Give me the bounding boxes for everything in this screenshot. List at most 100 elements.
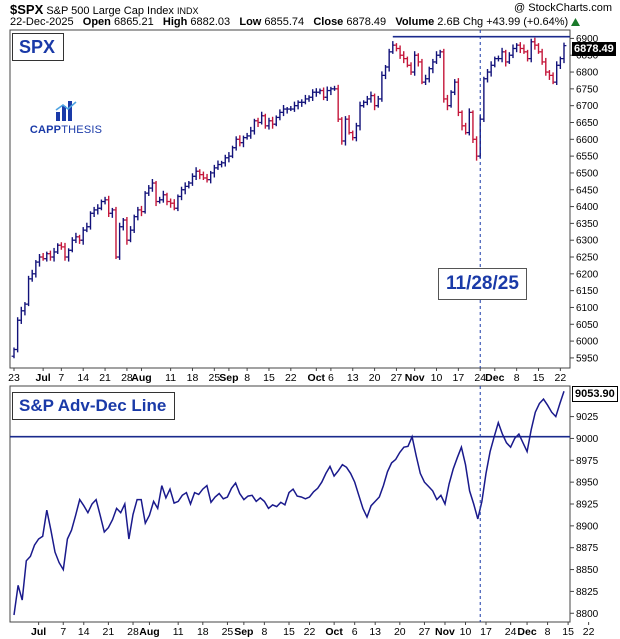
- x-tick-label: Nov: [405, 372, 425, 384]
- x-tick-label: 23: [8, 372, 20, 384]
- adl-last-value-tag: 9053.90: [572, 386, 618, 402]
- close-label: Close: [313, 16, 344, 28]
- symbol: $SPX: [10, 2, 44, 17]
- header-date: 22-Dec-2025: [10, 16, 74, 28]
- x-tick-label: 22: [304, 626, 316, 638]
- x-tick-label: 27: [391, 372, 403, 384]
- x-tick-label: 6: [352, 626, 358, 638]
- x-tick-label: 13: [347, 372, 359, 384]
- x-tick-label: 15: [283, 626, 295, 638]
- y-tick-label: 6850: [576, 51, 599, 62]
- x-tick-label: Aug: [131, 372, 151, 384]
- y-tick-label: 8925: [576, 500, 599, 511]
- x-tick-label: 17: [453, 372, 465, 384]
- y-tick-label: 8875: [576, 543, 599, 554]
- x-tick-label: 7: [60, 626, 66, 638]
- exchange: INDX: [177, 6, 199, 16]
- x-tick-label: 27: [419, 626, 431, 638]
- x-tick-label: 25: [222, 626, 234, 638]
- x-tick-label: 10: [431, 372, 443, 384]
- x-tick-label: 28: [121, 372, 133, 384]
- open-label: Open: [82, 16, 111, 28]
- y-tick-label: 6550: [576, 152, 599, 163]
- adl-panel-frame: [9, 385, 571, 623]
- high-label: High: [162, 16, 188, 28]
- y-tick-label: 9000: [576, 434, 599, 445]
- low-value: 6855.74: [264, 16, 305, 28]
- spx-panel-frame: [9, 29, 571, 369]
- x-tick-label: Jul: [31, 626, 46, 638]
- y-tick-label: 6050: [576, 320, 599, 331]
- x-tick-label: 8: [545, 626, 551, 638]
- logo-text-thin: THESIS: [61, 124, 103, 136]
- x-tick-label: 20: [394, 626, 406, 638]
- x-tick-label: 28: [127, 626, 139, 638]
- y-tick-label: 6900: [576, 34, 599, 45]
- x-tick-label: Aug: [139, 626, 159, 638]
- high-value: 6882.03: [190, 16, 231, 28]
- x-tick-label: 17: [480, 626, 492, 638]
- index-name: S&P 500 Large Cap Index: [46, 5, 174, 17]
- x-tick-label: 24: [505, 626, 517, 638]
- adl-panel-title: S&P Adv-Dec Line: [12, 392, 176, 420]
- x-tick-label: 20: [369, 372, 381, 384]
- y-tick-label: 6400: [576, 202, 599, 213]
- spx-panel-title: SPX: [12, 33, 65, 61]
- y-tick-label: 6750: [576, 84, 599, 95]
- y-tick-label: 5950: [576, 353, 599, 364]
- x-tick-label: 15: [562, 626, 574, 638]
- y-tick-label: 8950: [576, 478, 599, 489]
- x-tick-label: 22: [583, 626, 595, 638]
- y-tick-label: 6700: [576, 101, 599, 112]
- y-tick-label: 6250: [576, 253, 599, 264]
- x-tick-label: Dec: [517, 626, 536, 638]
- up-triangle-icon: [571, 18, 581, 27]
- x-tick-label: 24: [474, 372, 486, 384]
- spx-last-price-tag: 6878.49: [572, 42, 616, 56]
- x-tick-label: 22: [285, 372, 297, 384]
- y-tick-label: 6800: [576, 68, 599, 79]
- x-tick-label: Nov: [435, 626, 455, 638]
- x-tick-label: 11: [173, 626, 184, 638]
- x-tick-label: 15: [263, 372, 275, 384]
- x-tick-label: Jul: [36, 372, 51, 384]
- y-tick-label: 6300: [576, 236, 599, 247]
- x-tick-label: 18: [197, 626, 209, 638]
- logo-text-bold: CAPP: [29, 124, 62, 136]
- x-tick-label: Oct: [325, 626, 343, 638]
- adv-dec-series-line: [13, 391, 565, 616]
- x-tick-label: 15: [533, 372, 545, 384]
- close-value: 6878.49: [346, 16, 387, 28]
- x-tick-label: 6: [328, 372, 334, 384]
- logo-wordmark: CAPPTHESIS: [28, 124, 104, 136]
- x-tick-label: 14: [77, 372, 89, 384]
- chart-header-line2: 22-Dec-2025 Open 6865.21 High 6882.03 Lo…: [10, 16, 581, 28]
- x-tick-label: 7: [58, 372, 64, 384]
- x-tick-label: 8: [514, 372, 520, 384]
- bar-chart-logo-icon: [55, 101, 77, 121]
- y-tick-label: 6500: [576, 168, 599, 179]
- x-tick-label: Sep: [234, 626, 253, 638]
- x-tick-label: 21: [103, 626, 115, 638]
- x-tick-label: 18: [187, 372, 199, 384]
- y-tick-label: 6450: [576, 185, 599, 196]
- x-tick-label: 8: [261, 626, 267, 638]
- chart-header-line1: $SPX S&P 500 Large Cap Index INDX: [10, 2, 199, 17]
- y-tick-label: 8900: [576, 521, 599, 532]
- y-tick-label: 8850: [576, 565, 599, 576]
- date-annotation: 11/28/25: [438, 268, 527, 300]
- y-tick-label: 8800: [576, 609, 599, 620]
- x-tick-label: 14: [78, 626, 90, 638]
- y-tick-label: 8825: [576, 587, 599, 598]
- volume-label: Volume: [395, 16, 435, 28]
- volume-value: 2.6B: [437, 16, 460, 28]
- stockcharts-credit[interactable]: @ StockCharts.com: [514, 2, 612, 14]
- open-value: 6865.21: [113, 16, 154, 28]
- x-tick-label: 22: [555, 372, 567, 384]
- x-tick-label: 13: [369, 626, 381, 638]
- y-tick-label: 6600: [576, 135, 599, 146]
- x-tick-label: Sep: [219, 372, 238, 384]
- x-tick-label: Dec: [485, 372, 504, 384]
- y-tick-label: 6650: [576, 118, 599, 129]
